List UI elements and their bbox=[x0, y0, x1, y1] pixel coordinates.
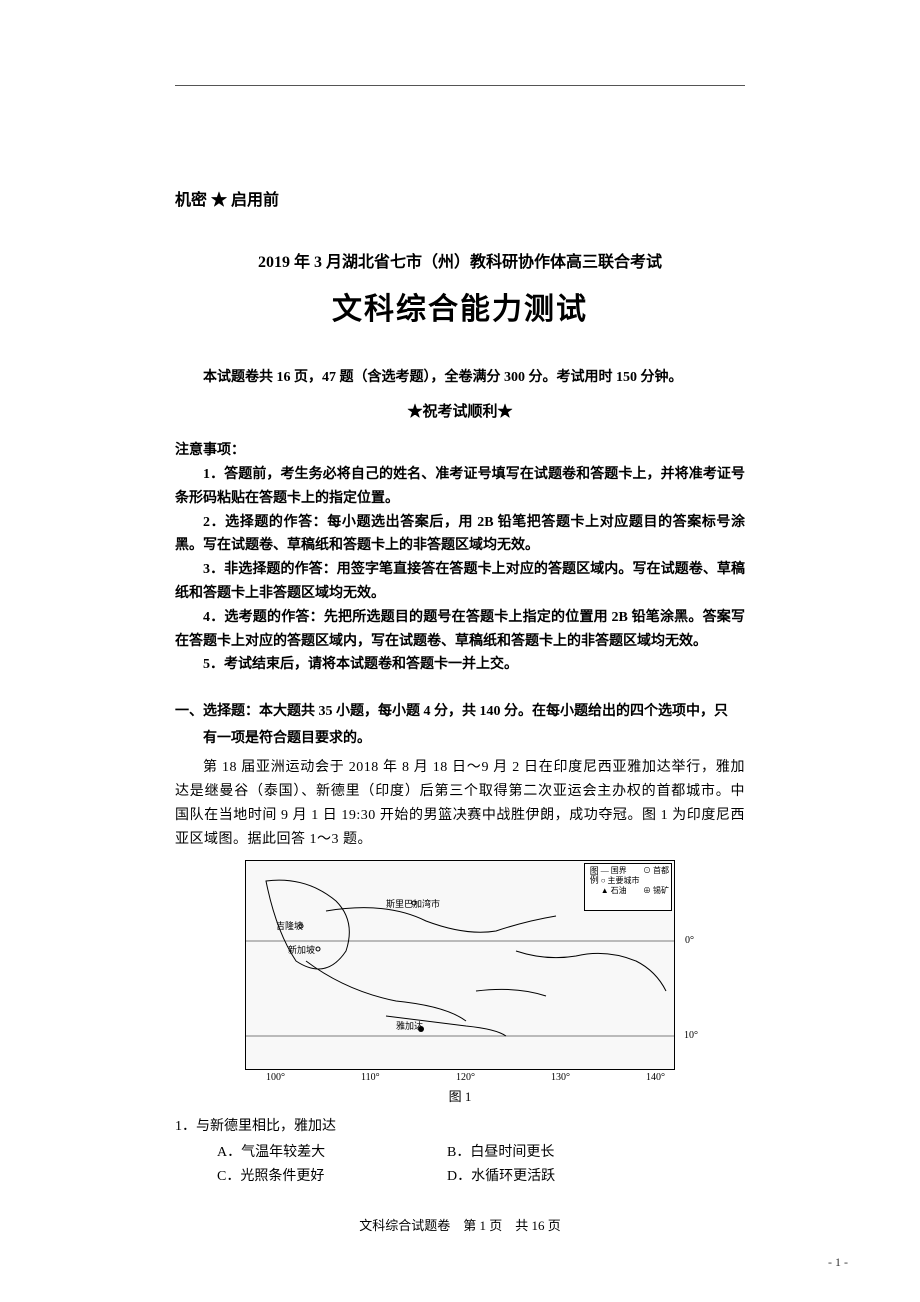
notice-item-1: 1．答题前，考生务必将自己的姓名、准考证号填写在试题卷和答题卡上，并将准考证号条… bbox=[175, 463, 745, 511]
lat-0: 0° bbox=[685, 935, 694, 946]
lon-100: 100° bbox=[266, 1072, 285, 1083]
secret-label: 机密 ★ 启用前 bbox=[175, 186, 745, 210]
exam-title: 文科综合能力测试 bbox=[175, 284, 745, 328]
notice-item-5: 5．考试结束后，请将本试题卷和答题卡一并上交。 bbox=[175, 653, 745, 677]
city-kl: 吉隆坡 bbox=[276, 919, 303, 932]
page-footer: 文科综合试题卷 第 1 页 共 16 页 bbox=[175, 1215, 745, 1234]
option-d: D．水循环更活跃 bbox=[447, 1165, 667, 1185]
question-1-stem: 1．与新德里相比，雅加达 bbox=[175, 1115, 745, 1135]
map-caption: 图 1 bbox=[175, 1086, 745, 1105]
city-bandar: 斯里巴加湾市 bbox=[386, 897, 440, 910]
notice-item-4: 4．选考题的作答：先把所选题目的题号在答题卡上指定的位置用 2B 铅笔涂黑。答案… bbox=[175, 606, 745, 654]
lat-10: 10° bbox=[684, 1030, 698, 1041]
section-title: 一、选择题：本大题共 35 小题，每小题 4 分，共 140 分。在每小题给出的… bbox=[175, 699, 745, 752]
option-a: A．气温年较差大 bbox=[217, 1141, 447, 1161]
section-title-line1: 一、选择题：本大题共 35 小题，每小题 4 分，共 140 分。在每小题给出的… bbox=[175, 704, 728, 719]
lon-130: 130° bbox=[551, 1072, 570, 1083]
exam-info: 本试题卷共 16 页，47 题（含选考题），全卷满分 300 分。考试用时 15… bbox=[175, 366, 745, 386]
question-1-row-2: C．光照条件更好 D．水循环更活跃 bbox=[175, 1165, 745, 1185]
city-jakarta: 雅加达 bbox=[396, 1019, 423, 1032]
option-b: B．白昼时间更长 bbox=[447, 1141, 667, 1161]
exam-header: 2019 年 3 月湖北省七市（州）教科研协作体高三联合考试 bbox=[175, 248, 745, 272]
lon-140: 140° bbox=[646, 1072, 665, 1083]
good-luck-label: ★祝考试顺利★ bbox=[175, 400, 745, 421]
question-intro: 第 18 届亚洲运动会于 2018 年 8 月 18 日～9 月 2 日在印度尼… bbox=[175, 756, 745, 851]
section-title-line2: 有一项是符合题目要求的。 bbox=[175, 731, 371, 746]
notice-header: 注意事项： bbox=[175, 439, 745, 459]
page-corner-number: - 1 - bbox=[828, 1255, 848, 1270]
lon-120: 120° bbox=[456, 1072, 475, 1083]
map-svg bbox=[246, 861, 674, 1069]
map-figure: 图例 — 国界 ⊙ 首都 ○ 主要城市 ▲ 石油 ⊕ 锡矿 bbox=[245, 860, 675, 1070]
top-border bbox=[175, 85, 745, 86]
lon-110: 110° bbox=[361, 1072, 380, 1083]
city-singapore: 新加坡 bbox=[288, 943, 315, 956]
page-container: 机密 ★ 启用前 2019 年 3 月湖北省七市（州）教科研协作体高三联合考试 … bbox=[0, 0, 920, 1302]
question-1-row-1: A．气温年较差大 B．白昼时间更长 bbox=[175, 1141, 745, 1161]
notice-item-2: 2．选择题的作答：每小题选出答案后，用 2B 铅笔把答题卡上对应题目的答案标号涂… bbox=[175, 511, 745, 559]
notice-item-3: 3．非选择题的作答：用签字笔直接答在答题卡上对应的答题区域内。写在试题卷、草稿纸… bbox=[175, 558, 745, 606]
option-c: C．光照条件更好 bbox=[217, 1165, 447, 1185]
